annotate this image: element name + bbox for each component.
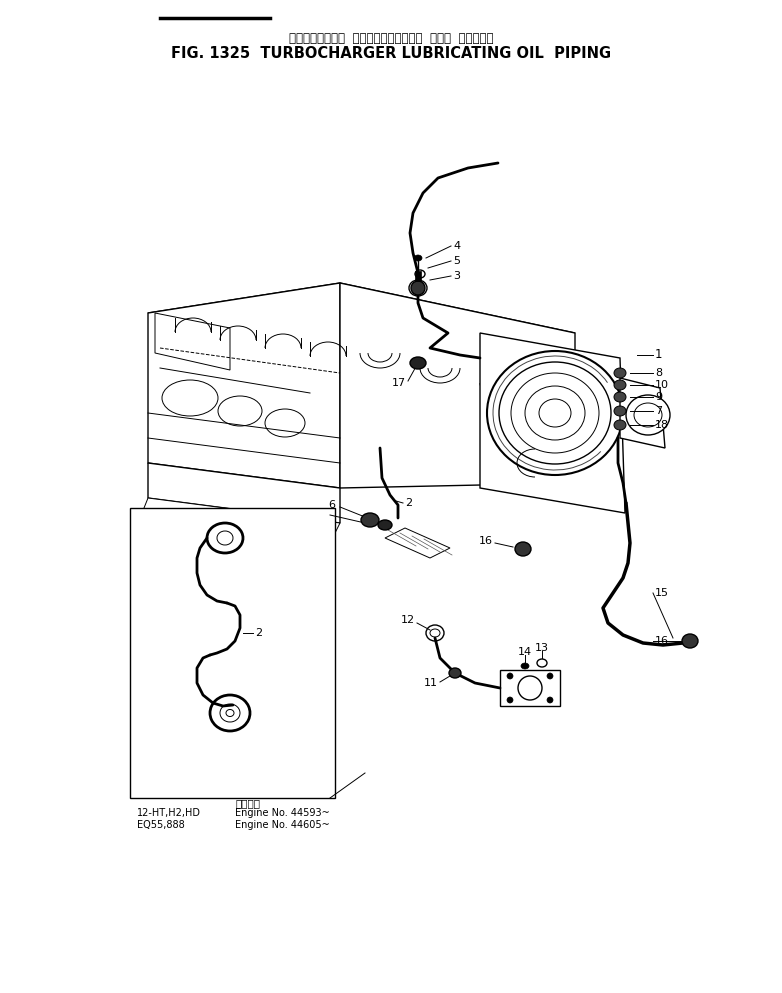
Ellipse shape — [626, 395, 670, 435]
Ellipse shape — [614, 420, 626, 430]
Text: 3: 3 — [453, 271, 460, 281]
Polygon shape — [140, 498, 340, 543]
Polygon shape — [480, 333, 625, 513]
Text: 8: 8 — [655, 368, 662, 378]
Text: Engine No. 44605~: Engine No. 44605~ — [235, 820, 330, 830]
Ellipse shape — [547, 673, 553, 679]
Text: 11: 11 — [424, 678, 438, 688]
Text: 12-HT,H2,HD: 12-HT,H2,HD — [137, 808, 201, 818]
Text: FIG. 1325  TURBOCHARGER LUBRICATING OIL  PIPING: FIG. 1325 TURBOCHARGER LUBRICATING OIL P… — [171, 46, 611, 61]
Ellipse shape — [414, 255, 422, 261]
Text: 2: 2 — [255, 628, 262, 638]
Ellipse shape — [614, 406, 626, 416]
Text: 15: 15 — [655, 588, 669, 598]
Ellipse shape — [378, 520, 392, 530]
Ellipse shape — [682, 634, 698, 648]
Bar — [130, 508, 335, 798]
Text: 9: 9 — [655, 392, 662, 402]
Text: 10: 10 — [655, 380, 669, 390]
Text: 適用号機: 適用号機 — [235, 798, 260, 808]
Text: 6: 6 — [328, 500, 335, 510]
Polygon shape — [500, 670, 560, 706]
Text: 17: 17 — [392, 378, 406, 388]
Polygon shape — [385, 528, 450, 558]
Text: 5: 5 — [453, 256, 460, 266]
Ellipse shape — [507, 673, 513, 679]
Polygon shape — [148, 283, 575, 363]
Ellipse shape — [515, 542, 531, 556]
Polygon shape — [340, 283, 575, 488]
Ellipse shape — [411, 281, 425, 295]
Bar — [415, 271, 421, 281]
Text: 4: 4 — [453, 241, 460, 251]
Polygon shape — [148, 283, 340, 488]
Text: 14: 14 — [518, 647, 532, 657]
Text: 16: 16 — [479, 536, 493, 546]
Ellipse shape — [361, 513, 379, 527]
Ellipse shape — [487, 351, 623, 475]
Polygon shape — [155, 313, 230, 370]
Ellipse shape — [507, 697, 513, 703]
Ellipse shape — [614, 380, 626, 390]
Text: 12: 12 — [401, 615, 415, 625]
Text: 2: 2 — [405, 498, 412, 508]
Polygon shape — [148, 463, 340, 523]
Text: EQ55,888: EQ55,888 — [137, 820, 185, 830]
Ellipse shape — [410, 357, 426, 369]
Ellipse shape — [614, 368, 626, 378]
Text: 1: 1 — [655, 349, 662, 361]
Text: 13: 13 — [535, 643, 549, 653]
Text: Engine No. 44593~: Engine No. 44593~ — [235, 808, 330, 818]
Ellipse shape — [614, 392, 626, 402]
Text: ターボチャージャ  ルーブリケーティング  オイル  パイピング: ターボチャージャ ルーブリケーティング オイル パイピング — [289, 32, 493, 45]
Text: 18: 18 — [655, 420, 669, 430]
Polygon shape — [620, 378, 665, 448]
Ellipse shape — [521, 663, 529, 669]
Text: 7: 7 — [655, 406, 662, 416]
Text: 16: 16 — [655, 636, 669, 646]
Ellipse shape — [449, 668, 461, 678]
Ellipse shape — [547, 697, 553, 703]
